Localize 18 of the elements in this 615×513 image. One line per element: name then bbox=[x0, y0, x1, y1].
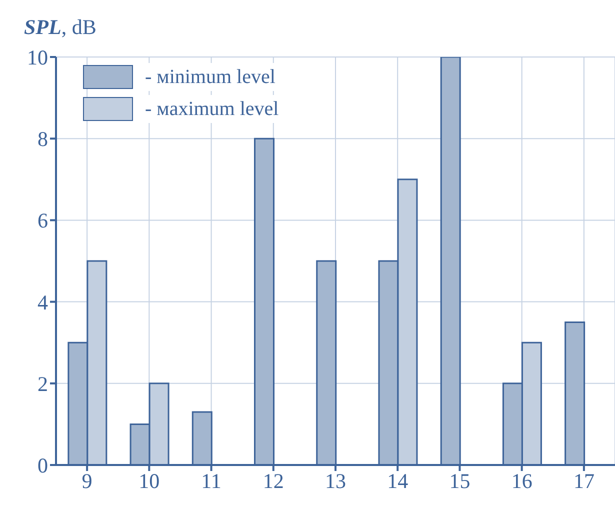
x-tick-label: 16 bbox=[511, 468, 532, 493]
y-tick-label: 6 bbox=[38, 208, 48, 233]
x-tick-label: 12 bbox=[262, 468, 284, 493]
x-tick-label: 13 bbox=[325, 468, 346, 493]
x-tick-label: 15 bbox=[449, 468, 470, 493]
x-tick-label: 11 bbox=[201, 468, 222, 493]
legend-label: - мinimum level bbox=[145, 63, 276, 91]
y-tick-label: 10 bbox=[27, 45, 48, 70]
x-tick-label: 9 bbox=[82, 468, 92, 493]
x-tick-label: 10 bbox=[138, 468, 160, 493]
x-tick-label: 17 bbox=[573, 468, 594, 493]
y-tick-label: 0 bbox=[38, 453, 48, 478]
legend-label: - мaximum level bbox=[145, 95, 279, 123]
y-tick-label: 8 bbox=[38, 127, 48, 152]
y-tick-label: 4 bbox=[38, 290, 48, 314]
y-axis-title: SPL, dB bbox=[24, 15, 96, 39]
y-tick-label: 2 bbox=[38, 372, 48, 396]
x-tick-label: 14 bbox=[387, 468, 409, 493]
